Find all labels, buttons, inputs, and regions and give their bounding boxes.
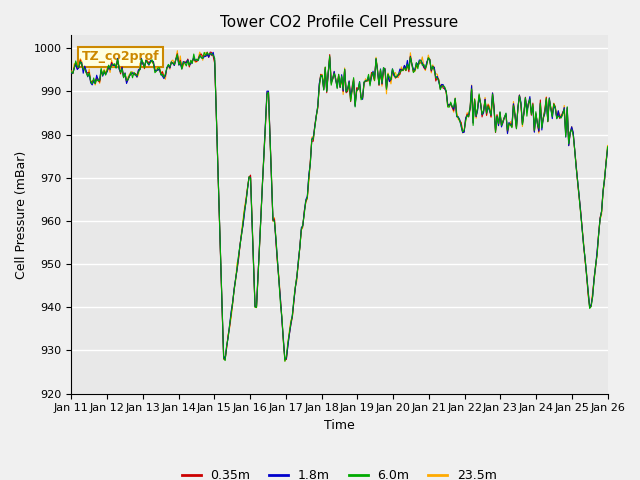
Title: Tower CO2 Profile Cell Pressure: Tower CO2 Profile Cell Pressure (220, 15, 458, 30)
Y-axis label: Cell Pressure (mBar): Cell Pressure (mBar) (15, 150, 28, 278)
X-axis label: Time: Time (324, 419, 355, 432)
Text: TZ_co2prof: TZ_co2prof (82, 50, 159, 63)
Legend: 0.35m, 1.8m, 6.0m, 23.5m: 0.35m, 1.8m, 6.0m, 23.5m (177, 464, 502, 480)
